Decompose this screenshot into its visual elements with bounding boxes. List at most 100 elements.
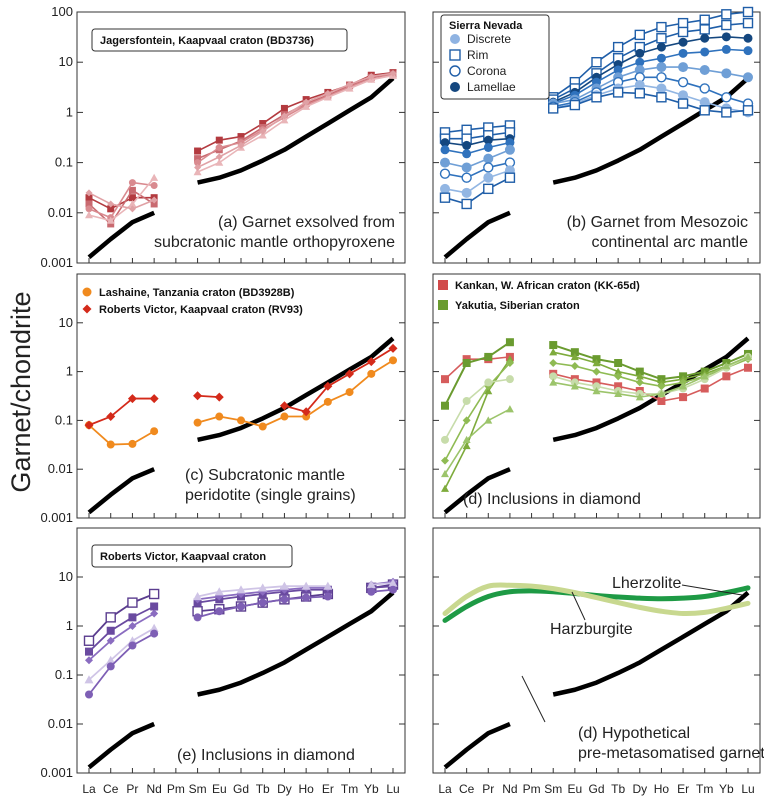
x-tick-label: Yb bbox=[719, 782, 734, 796]
data-point bbox=[744, 46, 753, 55]
legend-entry: Corona bbox=[467, 64, 507, 78]
data-point bbox=[462, 199, 471, 208]
data-point bbox=[450, 66, 460, 76]
data-point bbox=[744, 19, 753, 28]
data-point bbox=[483, 154, 493, 164]
y-tick-label: 1 bbox=[66, 364, 73, 379]
data-point bbox=[237, 603, 245, 611]
x-tick-label: Ho bbox=[298, 782, 314, 796]
data-point bbox=[679, 27, 688, 36]
y-tick-label: 0.1 bbox=[55, 667, 73, 682]
x-tick-label: Nd bbox=[502, 782, 517, 796]
legend-entry: Kankan, W. African craton (KK-65d) bbox=[455, 280, 640, 292]
data-point bbox=[678, 62, 688, 72]
data-point bbox=[215, 607, 223, 615]
x-tick-label: Dy bbox=[632, 782, 647, 796]
data-point bbox=[700, 65, 710, 75]
data-point bbox=[656, 83, 666, 93]
y-tick-label: 1 bbox=[66, 618, 73, 633]
panel-caption: subcratonic mantle orthopyroxene bbox=[154, 234, 395, 251]
data-point bbox=[700, 25, 709, 34]
data-point bbox=[679, 99, 688, 108]
data-point bbox=[367, 588, 375, 596]
panel-d: (d) Inclusions in diamond Kankan, W. Afri… bbox=[433, 274, 760, 518]
data-point bbox=[722, 10, 731, 19]
data-point bbox=[280, 413, 288, 421]
data-point bbox=[722, 108, 731, 117]
data-point bbox=[744, 34, 753, 43]
data-point bbox=[85, 636, 94, 645]
data-point bbox=[722, 372, 730, 380]
data-point bbox=[721, 68, 731, 78]
data-point bbox=[722, 45, 731, 54]
data-point bbox=[151, 182, 158, 189]
y-tick-label: 10 bbox=[59, 315, 73, 330]
data-point bbox=[216, 137, 223, 144]
data-point bbox=[657, 23, 666, 32]
data-point bbox=[484, 378, 492, 386]
data-point bbox=[462, 162, 472, 172]
data-point bbox=[150, 630, 158, 638]
data-point bbox=[389, 586, 397, 594]
data-point bbox=[722, 21, 731, 30]
panel-e: 0.0010.010.1110La Ce Pr Nd Pm Sm Eu Gd Tb Dy Ho Er T… bbox=[40, 528, 405, 796]
data-point bbox=[440, 184, 450, 194]
data-point bbox=[657, 397, 665, 405]
legend-entry: Rim bbox=[467, 48, 488, 62]
data-point bbox=[441, 436, 449, 444]
data-point bbox=[389, 356, 397, 364]
y-tick-label: 0.1 bbox=[55, 155, 73, 170]
x-tick-label: Nd bbox=[146, 782, 161, 796]
data-point bbox=[679, 393, 687, 401]
x-tick-label: Tb bbox=[611, 782, 625, 796]
data-point bbox=[462, 141, 471, 150]
data-point bbox=[441, 193, 450, 202]
data-point bbox=[679, 19, 688, 28]
panel-caption: (e) Inclusions in diamond bbox=[177, 747, 355, 764]
legend-entry: Roberts Victor, Kaapvaal craton (RV93) bbox=[99, 304, 303, 316]
title-box-text: Jagersfontein, Kaapvaal craton (BD3736) bbox=[100, 35, 314, 47]
panel-caption: (c) Subcratonic mantle bbox=[185, 467, 345, 484]
data-point bbox=[700, 15, 709, 24]
x-tick-label: Pm bbox=[523, 782, 541, 796]
x-tick-label: Tm bbox=[341, 782, 358, 796]
data-point bbox=[657, 34, 666, 43]
y-tick-label: 0.1 bbox=[55, 412, 73, 427]
data-point bbox=[700, 47, 709, 56]
y-tick-label: 1 bbox=[66, 104, 73, 119]
data-point bbox=[441, 145, 450, 154]
y-tick-label: 0.01 bbox=[48, 716, 73, 731]
data-point bbox=[259, 422, 267, 430]
annotation-lherzolite: Lherzolite bbox=[612, 575, 681, 592]
data-point bbox=[450, 50, 460, 60]
y-tick-label: 0.001 bbox=[40, 255, 73, 270]
data-point bbox=[700, 34, 709, 43]
data-point bbox=[483, 173, 493, 183]
data-point bbox=[549, 104, 558, 113]
x-tick-label: Gd bbox=[233, 782, 249, 796]
data-point bbox=[462, 188, 472, 198]
data-point bbox=[128, 598, 137, 607]
title-box-text: Roberts Victor, Kaapvaal craton bbox=[100, 551, 266, 563]
data-point bbox=[484, 143, 493, 152]
data-point bbox=[679, 78, 688, 87]
data-point bbox=[280, 595, 288, 603]
data-point bbox=[85, 690, 93, 698]
y-axis-label: Garnet/chondrite bbox=[6, 291, 36, 492]
data-point bbox=[656, 62, 666, 72]
data-point bbox=[700, 106, 709, 115]
data-point bbox=[679, 38, 688, 47]
data-point bbox=[367, 370, 375, 378]
x-tick-label: Er bbox=[322, 782, 334, 796]
data-point bbox=[237, 416, 245, 424]
data-point bbox=[701, 385, 709, 393]
data-point bbox=[657, 93, 666, 102]
panel-f: La Ce Pr Nd Pm Sm Eu Gd Tb Dy Ho Er Tm Yb Lu(d) Hypoth… bbox=[433, 528, 764, 796]
y-tick-label: 0.01 bbox=[48, 461, 73, 476]
data-point bbox=[506, 338, 514, 346]
legend-entry: Lamellae bbox=[467, 80, 516, 94]
data-point bbox=[484, 184, 493, 193]
x-tick-label: Lu bbox=[741, 782, 754, 796]
panel-caption: (d) Inclusions in diamond bbox=[463, 491, 641, 508]
annotation-harzburgite: Harzburgite bbox=[550, 621, 633, 638]
